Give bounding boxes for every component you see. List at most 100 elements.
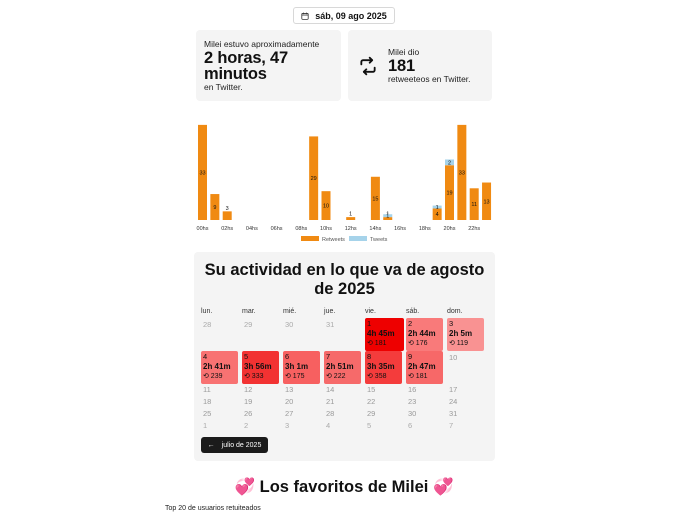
calendar-day-retweets: ⟲ 181 bbox=[408, 373, 428, 380]
calendar-day-number: 3 bbox=[449, 319, 454, 328]
calendar-day-future: 21 bbox=[326, 397, 335, 406]
bar-retweets bbox=[432, 208, 442, 220]
time-card-suffix: en Twitter. bbox=[204, 82, 243, 92]
calendar-day-future: 18 bbox=[203, 397, 212, 406]
calendar-title: Su actividad en lo que va de agosto de 2… bbox=[204, 261, 485, 298]
heart-icon: 💞 bbox=[432, 478, 454, 496]
calendar-day-future: 15 bbox=[367, 385, 376, 394]
calendar-day-active[interactable]: 1 4h 45m ⟲ 181 bbox=[365, 318, 404, 351]
calendar-day-active[interactable]: 5 3h 56m ⟲ 333 bbox=[242, 351, 279, 384]
legend-label: Retweets bbox=[322, 237, 345, 243]
calendar-day-time: 2h 5m bbox=[449, 329, 473, 338]
calendar-day-time: 3h 35m bbox=[367, 362, 395, 371]
x-tick-label: 16hs bbox=[394, 226, 406, 232]
calendar-day-active[interactable]: 8 3h 35m ⟲ 358 bbox=[365, 351, 402, 384]
calendar-day-active[interactable]: 7 2h 51m ⟲ 222 bbox=[324, 351, 361, 384]
calendar-day-outside: 6 bbox=[408, 421, 413, 430]
calendar-day-number: 1 bbox=[367, 319, 372, 328]
x-tick-label: 06hs bbox=[271, 226, 283, 232]
bar-retweets bbox=[457, 124, 467, 220]
calendar-day-future: 16 bbox=[408, 385, 417, 394]
bar-retweets bbox=[309, 136, 319, 220]
calendar-day-outside: 1 bbox=[203, 421, 208, 430]
calendar-day-time: 2h 51m bbox=[326, 362, 354, 371]
weekday-header: dom. bbox=[447, 308, 463, 315]
weekday-header: lun. bbox=[201, 308, 213, 315]
calendar-day-active[interactable]: 4 2h 41m ⟲ 239 bbox=[201, 351, 238, 384]
x-tick-label: 02hs bbox=[221, 226, 233, 232]
calendar-day-time: 4h 45m bbox=[367, 329, 395, 338]
date-selector-button[interactable]: sáb, 09 ago 2025 bbox=[293, 7, 395, 24]
calendar-day-number: 9 bbox=[408, 352, 413, 361]
calendar-day-future: 24 bbox=[449, 397, 458, 406]
previous-month-label: julio de 2025 bbox=[221, 441, 262, 449]
calendar-day-outside: 7 bbox=[449, 421, 454, 430]
bar-label-retweets: 15 bbox=[372, 196, 378, 202]
bar-tweets bbox=[445, 159, 454, 166]
x-tick-label: 20hs bbox=[444, 226, 456, 232]
calendar-day-active[interactable]: 6 3h 1m ⟲ 175 bbox=[283, 351, 320, 384]
calendar-day-active[interactable]: 2 2h 44m ⟲ 176 bbox=[406, 318, 443, 351]
time-card: Milei estuvo aproximadamente 2 horas, 47… bbox=[196, 30, 341, 101]
calendar-day-outside: 30 bbox=[285, 320, 294, 329]
x-tick-label: 00hs bbox=[197, 226, 209, 232]
calendar-day-future: 27 bbox=[285, 409, 294, 418]
bar-label-retweets: 3 bbox=[226, 206, 229, 212]
bar-retweets bbox=[210, 194, 220, 220]
calendar-day-active[interactable]: 3 2h 5m ⟲ 119 bbox=[447, 318, 484, 351]
calendar-day-future: 30 bbox=[408, 409, 417, 418]
x-tick-label: 12hs bbox=[345, 226, 357, 232]
hourly-activity-chart-svg: 33932910115114119233111300hs02hs04hs06hs… bbox=[197, 124, 492, 243]
calendar-day-retweets: ⟲ 358 bbox=[367, 373, 387, 380]
bar-retweets bbox=[482, 182, 492, 220]
calendar-day-retweets: ⟲ 175 bbox=[285, 373, 305, 380]
retweets-card-intro: Milei dio bbox=[388, 46, 420, 57]
bar-retweets bbox=[383, 217, 393, 220]
calendar-day-future: 19 bbox=[244, 397, 253, 406]
x-tick-label: 14hs bbox=[369, 226, 381, 232]
calendar-day-future: 25 bbox=[203, 409, 212, 418]
calendar-day-outside: 3 bbox=[285, 421, 290, 430]
calendar-day-future: 13 bbox=[285, 385, 294, 394]
calendar-day-time: 3h 56m bbox=[244, 362, 272, 371]
bar-label-retweets: 33 bbox=[459, 170, 465, 176]
calendar-day-outside: 29 bbox=[244, 320, 253, 329]
bar-label-retweets: 9 bbox=[213, 205, 216, 211]
bar-retweets bbox=[370, 176, 380, 220]
weekday-header: mié. bbox=[283, 308, 297, 315]
weekday-header: sáb. bbox=[406, 308, 420, 315]
retweets-card-value: 181 bbox=[388, 56, 415, 75]
calendar-day-time: 3h 1m bbox=[285, 362, 309, 371]
calendar-day-future: 23 bbox=[408, 397, 417, 406]
heart-icon: 💞 bbox=[234, 478, 256, 496]
bar-label-retweets: 4 bbox=[436, 212, 439, 218]
legend-label: Tweets bbox=[370, 237, 388, 243]
calendar-day-time: 2h 41m bbox=[203, 362, 231, 371]
previous-month-button[interactable]: ← julio de 2025 bbox=[201, 437, 268, 453]
calendar-day-retweets: ⟲ 333 bbox=[244, 373, 264, 380]
bar-retweets bbox=[469, 188, 479, 220]
calendar-day-future: 11 bbox=[203, 385, 211, 394]
time-card-value: 2 horas, 47 minutos bbox=[204, 49, 289, 83]
bar-tweets bbox=[432, 205, 442, 209]
calendar-day-future: 10 bbox=[449, 353, 458, 362]
calendar-day-outside: 2 bbox=[244, 421, 249, 430]
x-tick-label: 22hs bbox=[468, 226, 480, 232]
time-card-intro: Milei estuvo aproximadamente bbox=[204, 39, 320, 49]
bar-label-tweets: 1 bbox=[386, 214, 389, 220]
favorites-title: Los favoritos de Milei bbox=[259, 478, 429, 496]
calendar-icon bbox=[301, 12, 309, 20]
calendar-day-number: 8 bbox=[367, 352, 372, 361]
hourly-activity-chart: 33932910115114119233111300hs02hs04hs06hs… bbox=[194, 118, 496, 248]
calendar-day-number: 7 bbox=[326, 352, 331, 361]
calendar-day-outside: 28 bbox=[203, 320, 212, 329]
weekday-header: mar. bbox=[242, 308, 256, 315]
bar-label-retweets: 33 bbox=[199, 170, 205, 176]
bar-tweets bbox=[383, 214, 393, 218]
x-tick-label: 10hs bbox=[320, 226, 332, 232]
calendar-day-retweets: ⟲ 176 bbox=[408, 340, 428, 347]
x-tick-label: 04hs bbox=[246, 226, 258, 232]
calendar-day-future: 20 bbox=[285, 397, 294, 406]
weekday-header: vie. bbox=[365, 308, 376, 315]
calendar-day-active[interactable]: 9 2h 47m ⟲ 181 bbox=[406, 351, 443, 384]
